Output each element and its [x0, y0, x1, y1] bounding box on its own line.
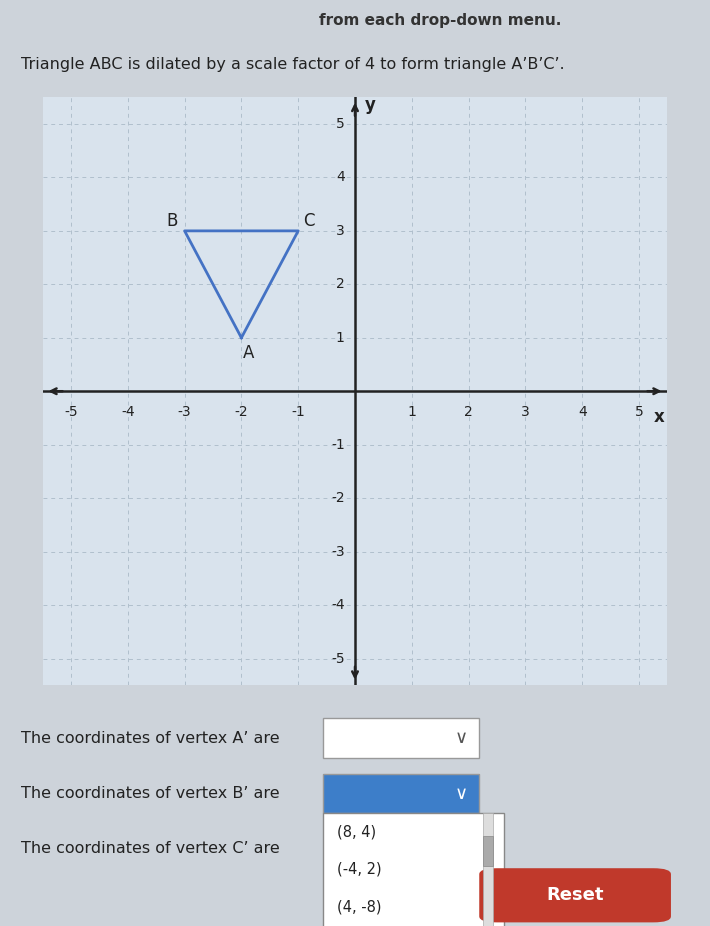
Text: -2: -2 [234, 405, 248, 419]
Text: -2: -2 [331, 491, 345, 506]
FancyBboxPatch shape [479, 869, 671, 922]
Text: 3: 3 [336, 224, 345, 238]
Text: 3: 3 [521, 405, 530, 419]
Text: 5: 5 [336, 117, 345, 131]
Text: -4: -4 [331, 598, 345, 612]
FancyBboxPatch shape [483, 813, 493, 926]
Text: 1: 1 [336, 331, 345, 344]
FancyBboxPatch shape [323, 774, 479, 813]
Text: 2: 2 [464, 405, 473, 419]
Text: The coordinates of vertex C’ are: The coordinates of vertex C’ are [21, 842, 280, 857]
Text: -4: -4 [121, 405, 135, 419]
Text: 4: 4 [336, 170, 345, 184]
Text: The coordinates of vertex B’ are: The coordinates of vertex B’ are [21, 786, 280, 801]
Text: Triangle ABC is dilated by a scale factor of 4 to form triangle A’B’C’.: Triangle ABC is dilated by a scale facto… [21, 57, 564, 72]
Text: -1: -1 [331, 438, 345, 452]
Text: -5: -5 [64, 405, 78, 419]
Text: x: x [653, 408, 665, 426]
FancyBboxPatch shape [483, 836, 493, 866]
Text: The coordinates of vertex A’ are: The coordinates of vertex A’ are [21, 731, 280, 745]
Text: 5: 5 [635, 405, 643, 419]
Text: (8, 4): (8, 4) [337, 825, 376, 840]
Text: B: B [166, 212, 178, 231]
Text: (4, -8): (4, -8) [337, 899, 382, 914]
Text: -5: -5 [331, 652, 345, 666]
Text: A: A [243, 344, 254, 362]
Text: ∨: ∨ [455, 729, 468, 747]
FancyBboxPatch shape [323, 719, 479, 758]
Text: y: y [365, 96, 376, 114]
Text: Reset: Reset [547, 886, 604, 905]
Text: ∨: ∨ [455, 784, 468, 803]
Text: from each drop-down menu.: from each drop-down menu. [319, 13, 562, 29]
FancyBboxPatch shape [323, 813, 504, 926]
Text: 4: 4 [578, 405, 586, 419]
Text: 2: 2 [336, 277, 345, 292]
Text: -3: -3 [178, 405, 192, 419]
Text: 1: 1 [408, 405, 416, 419]
Text: -3: -3 [331, 544, 345, 558]
Text: -1: -1 [291, 405, 305, 419]
Text: (-4, 2): (-4, 2) [337, 862, 382, 877]
Text: C: C [302, 212, 314, 231]
